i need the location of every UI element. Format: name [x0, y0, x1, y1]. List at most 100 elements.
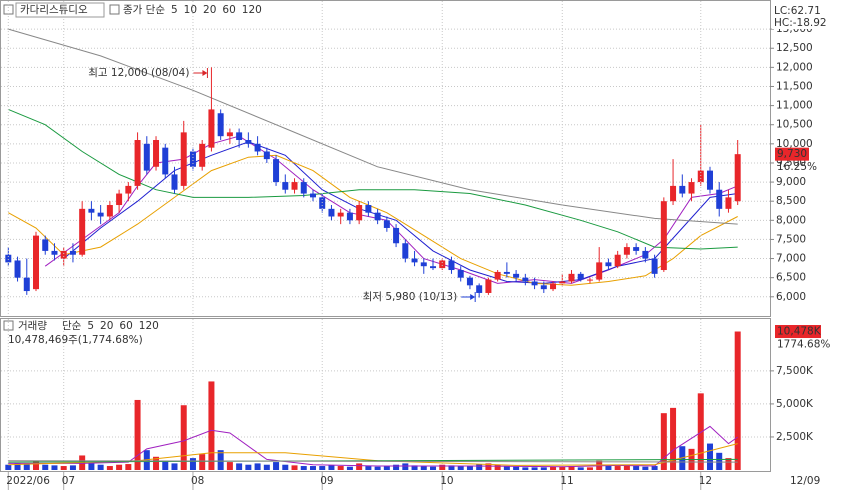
- candle-body: [365, 205, 372, 213]
- candle-body: [725, 197, 732, 209]
- volume-bar: [171, 463, 178, 470]
- candle-body: [430, 266, 437, 269]
- x-tick-label: 12: [699, 475, 712, 487]
- volume-bar: [23, 464, 30, 470]
- candle-body: [116, 193, 123, 206]
- y-tick-label: 10,000: [776, 138, 813, 150]
- volume-bar: [605, 465, 612, 470]
- candle-body: [476, 285, 483, 293]
- volume-bar: [263, 464, 270, 470]
- candle-body: [513, 273, 520, 278]
- volume-bar: [116, 464, 123, 470]
- candle-body: [411, 258, 418, 263]
- volume-bar: [51, 465, 58, 470]
- volume-bar: [88, 463, 95, 470]
- volume-bar: [494, 464, 501, 470]
- candle-body: [309, 193, 316, 198]
- candle-body: [670, 185, 677, 202]
- y-tick-label: 10,500: [776, 119, 813, 131]
- x-tick-label: 07: [62, 475, 75, 487]
- volume-bar: [42, 464, 49, 470]
- candle-body: [51, 250, 58, 255]
- candle-body: [577, 273, 584, 280]
- icon[interactable]: [3, 4, 14, 15]
- candle-body: [319, 197, 326, 209]
- candle-body: [208, 109, 215, 148]
- volume-bar: [586, 467, 593, 470]
- candle-body: [180, 132, 187, 186]
- subtitle: 10,478,469주(1,774.68%): [8, 334, 143, 346]
- ma-line: [8, 460, 738, 463]
- volume-bar: [60, 466, 67, 470]
- ma-line: [8, 108, 738, 250]
- x-tick-label: 09: [320, 475, 333, 487]
- volume-bar: [365, 466, 372, 470]
- candle-body: [448, 260, 455, 271]
- y-tick-label: 2,500K: [776, 431, 814, 443]
- candle-body: [226, 132, 233, 137]
- y-tick-label: 6,000: [776, 291, 806, 303]
- volume-bar: [485, 463, 492, 470]
- candle-body: [125, 185, 132, 194]
- volume-bar: [153, 456, 160, 470]
- candle-body: [734, 154, 741, 202]
- volume-bar: [14, 463, 21, 470]
- y-tick-label: 9,000: [776, 176, 806, 188]
- change-label: 16.25%: [777, 161, 817, 173]
- candle-body: [273, 159, 280, 183]
- candle-body: [143, 143, 150, 171]
- volume-bar: [476, 464, 483, 470]
- candle-body: [88, 208, 95, 213]
- volume-bar: [337, 466, 344, 470]
- volume-bar: [559, 466, 566, 470]
- volume-bar: [642, 466, 649, 470]
- candle-body: [291, 182, 298, 190]
- candle-body: [393, 227, 400, 244]
- candle-body: [60, 250, 67, 259]
- candle-body: [5, 254, 12, 263]
- candle-body: [586, 279, 593, 281]
- candle-body: [522, 277, 529, 282]
- indicator: LC:62.71: [774, 5, 821, 17]
- volume-bar: [69, 465, 76, 470]
- icon[interactable]: [109, 4, 120, 15]
- volume-bar: [309, 466, 316, 470]
- volume-bar: [236, 463, 243, 470]
- volume-bar: [531, 467, 538, 470]
- title-box[interactable]: [15, 2, 105, 18]
- volume-bar: [282, 464, 289, 470]
- x-tick-label: 2022/06: [6, 475, 50, 487]
- volume-bar: [374, 466, 381, 470]
- volume-bar: [319, 466, 326, 470]
- volume-bar: [439, 464, 446, 470]
- candle-body: [540, 285, 547, 290]
- volume-bar: [448, 465, 455, 470]
- candle-body: [97, 212, 104, 217]
- candle-body: [660, 201, 667, 271]
- candle-body: [153, 140, 160, 167]
- legend-entry: 60: [222, 4, 235, 16]
- ma-line: [8, 425, 738, 468]
- y-tick-label: 12,000: [776, 61, 813, 73]
- candle-body: [642, 250, 649, 259]
- volume-bar: [226, 462, 233, 470]
- candle-body: [550, 283, 557, 290]
- plot: [5, 28, 741, 298]
- candle-body: [605, 262, 612, 267]
- volume-bar: [651, 466, 658, 470]
- candle-body: [171, 174, 178, 190]
- y-tick-label: 7,500K: [776, 365, 814, 377]
- candle-body: [217, 113, 224, 137]
- candle-body: [236, 132, 243, 141]
- volume-bar: [568, 466, 575, 470]
- candle-body: [346, 212, 353, 221]
- legend-entry: 10: [184, 4, 197, 16]
- volume-bar: [273, 462, 280, 470]
- indicator-bg: [772, 5, 840, 17]
- chart-title: 거래량: [18, 320, 47, 332]
- volume-bar: [97, 464, 104, 470]
- x-tick-label: 08: [191, 475, 204, 487]
- indicator-bg: [772, 17, 840, 29]
